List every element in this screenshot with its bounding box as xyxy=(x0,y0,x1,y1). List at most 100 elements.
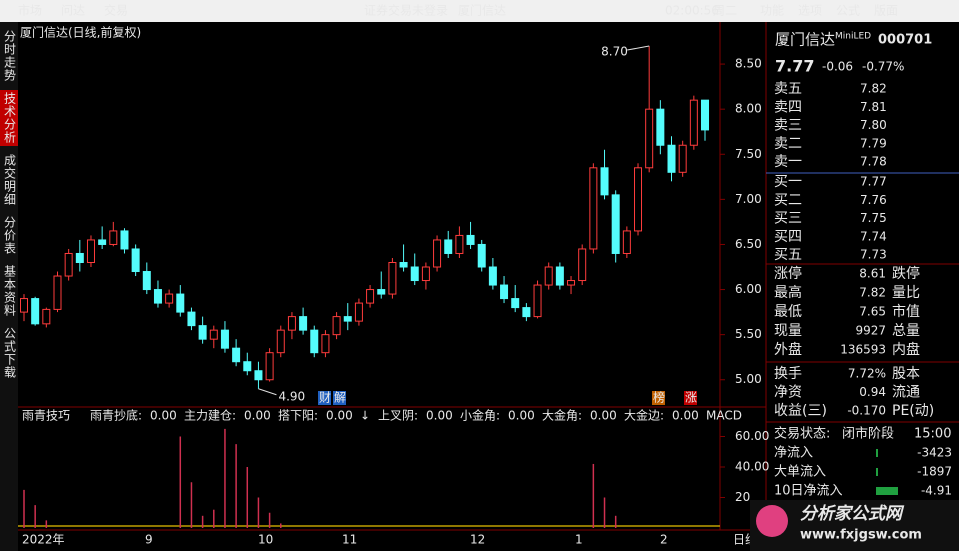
stock-tag: MiniLED xyxy=(835,32,871,42)
menu-item[interactable]: 问达 xyxy=(61,4,85,18)
candle-body xyxy=(500,284,509,300)
indicator-item: 大金角: xyxy=(542,408,582,423)
candle-body xyxy=(611,194,620,254)
notice: 证券交易未登录 xyxy=(364,3,448,18)
order-price: 7.77 xyxy=(860,175,887,189)
candle-body xyxy=(533,284,542,318)
candle-body xyxy=(109,230,118,245)
candle-body xyxy=(567,280,576,286)
high-arrow xyxy=(627,45,650,51)
stock-code: 000701 xyxy=(878,33,932,48)
candle-body xyxy=(254,370,263,381)
candle-body xyxy=(522,307,531,318)
candle-body xyxy=(243,361,252,372)
menu-bar xyxy=(0,0,959,22)
candle-body xyxy=(488,266,497,286)
stat-label: 最低 xyxy=(774,304,802,320)
flow-label: 大单流入 xyxy=(774,465,826,480)
candle-body xyxy=(287,316,296,331)
order-price: 7.73 xyxy=(860,248,887,262)
x-tick-label: 10 xyxy=(258,533,273,547)
last-price: 7.77 xyxy=(775,57,814,76)
side-tab[interactable]: 技术分析 xyxy=(3,92,17,144)
candle-body xyxy=(544,266,553,286)
event-marker: 财 xyxy=(319,391,331,405)
side-bar xyxy=(0,22,18,551)
side-tab[interactable]: 基本资料 xyxy=(3,265,17,317)
menu-item[interactable]: 交易 xyxy=(104,3,128,18)
candle-body xyxy=(511,298,520,309)
flow-label: 10日净流入 xyxy=(774,484,843,499)
candle-body xyxy=(64,252,73,277)
candle-body xyxy=(310,329,319,354)
order-label: 买四 xyxy=(774,229,802,245)
side-tab[interactable]: 公式下载 xyxy=(3,327,17,379)
menu-item[interactable]: 市场 xyxy=(18,3,42,18)
x-tick-label: 9 xyxy=(145,533,153,547)
indicator-item: 主力建仓: xyxy=(184,409,236,423)
candle-body xyxy=(366,289,375,304)
indicator-item: 大金边: xyxy=(624,408,664,423)
candle-body xyxy=(388,261,397,295)
stat-label: 总量 xyxy=(892,323,920,339)
flow-bar xyxy=(876,449,878,457)
candle-body xyxy=(198,325,207,340)
side-tab[interactable]: 成交明细 xyxy=(3,154,17,206)
candle-body xyxy=(220,329,229,349)
candle-body xyxy=(276,329,285,354)
stat-label: 流通 xyxy=(892,385,920,401)
stat-label: 现量 xyxy=(774,323,802,339)
order-price: 7.79 xyxy=(860,136,887,150)
side-tab[interactable]: 分价表 xyxy=(3,216,17,255)
candle-body xyxy=(421,266,430,282)
order-label: 买一 xyxy=(774,174,802,190)
candle-body xyxy=(53,275,62,310)
indicator-item: 搭下阳: xyxy=(278,409,318,423)
stat-value: 7.82 xyxy=(859,286,886,300)
flow-label: 净流入 xyxy=(774,446,813,461)
menu-item[interactable]: 选项 xyxy=(798,4,822,18)
change-pct: -0.77% xyxy=(862,60,904,74)
candle-body xyxy=(689,99,698,146)
stat-label: 外盘 xyxy=(774,341,802,358)
menu-item[interactable]: 公式 xyxy=(836,4,860,18)
stat-value: -0.170 xyxy=(847,404,886,418)
candle-body xyxy=(678,144,687,173)
menu-item[interactable]: 功能 xyxy=(760,4,784,18)
indicator-value: 0.00 xyxy=(672,409,699,423)
order-label: 卖五 xyxy=(774,81,802,97)
candle-body xyxy=(120,230,129,250)
candle-body xyxy=(377,289,386,295)
order-price: 7.82 xyxy=(860,82,887,96)
stat-value: 8.61 xyxy=(859,267,886,281)
stat-value: 7.72% xyxy=(848,367,886,381)
stat-label: 涨停 xyxy=(774,265,802,282)
status-time: 15:00 xyxy=(914,427,951,442)
high-label: 8.70 xyxy=(601,45,628,59)
marker-box xyxy=(333,391,346,405)
order-label: 买五 xyxy=(774,247,802,263)
change: -0.06 xyxy=(822,60,853,74)
candle-body xyxy=(98,239,107,245)
active-tab-bg xyxy=(0,90,18,146)
status-label: 交易状态: xyxy=(774,426,830,442)
candle-body xyxy=(466,234,475,245)
candle-body xyxy=(701,99,709,131)
event-marker: 涨 xyxy=(685,390,697,405)
candle-body xyxy=(634,167,643,232)
y-tick-label: 20 xyxy=(735,490,750,504)
stat-value: 7.65 xyxy=(859,305,886,319)
candle-body xyxy=(399,261,408,268)
indicator-item: MACD xyxy=(706,409,742,423)
candle-body xyxy=(209,329,218,340)
y-tick-label: 60.00 xyxy=(735,429,769,443)
event-marker: 榜 xyxy=(653,390,665,405)
stat-value: 136593 xyxy=(840,343,886,357)
x-tick-label: 2 xyxy=(660,533,668,547)
side-tab[interactable]: 分时走势 xyxy=(3,30,17,82)
x-tick-label: 1 xyxy=(575,533,583,547)
weekday: 周二 xyxy=(713,4,737,18)
order-label: 买三 xyxy=(774,211,802,227)
menu-item[interactable]: 版面 xyxy=(874,4,898,18)
candle-body xyxy=(455,234,464,254)
